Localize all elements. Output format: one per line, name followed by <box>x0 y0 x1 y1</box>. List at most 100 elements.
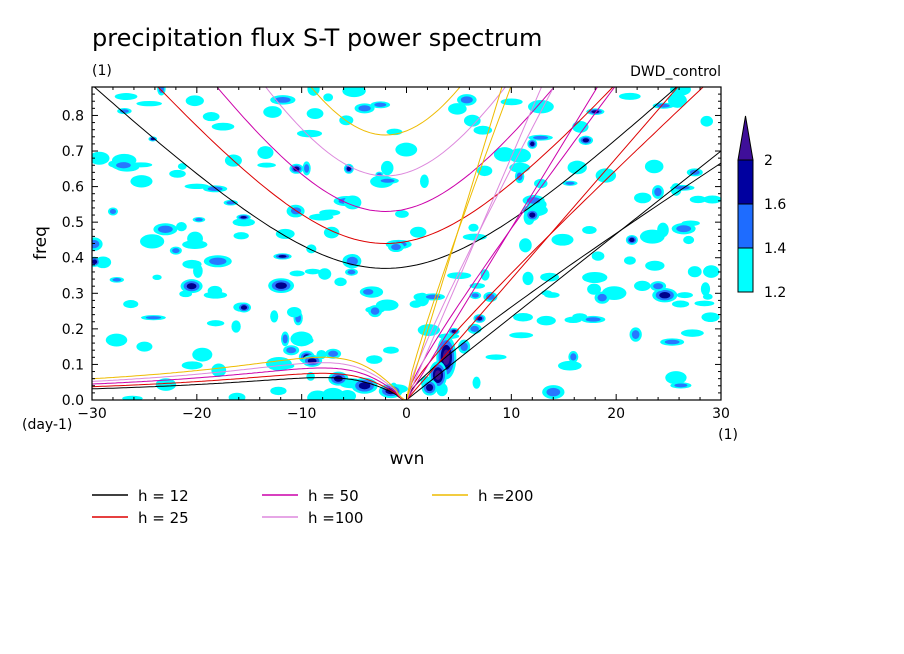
dispersion-curve <box>92 356 407 400</box>
power-contour <box>172 248 180 254</box>
colorbar-segment <box>737 159 754 205</box>
power-contour <box>676 225 692 233</box>
y-tick-label: 0.4 <box>62 251 84 267</box>
y-tick-label: 0.5 <box>62 215 84 231</box>
power-contour <box>119 109 129 113</box>
power-contour <box>513 312 533 322</box>
dispersion-curve <box>406 87 616 400</box>
x-tick-label: −10 <box>287 406 317 422</box>
power-contour <box>203 291 228 299</box>
y-tick-label: 0.8 <box>62 108 84 124</box>
power-contour <box>181 361 203 370</box>
power-contour <box>323 93 334 102</box>
power-contour <box>546 387 561 397</box>
y-tick-label: 0.0 <box>62 393 84 409</box>
power-contour <box>116 162 131 169</box>
dispersion-curves <box>92 87 721 400</box>
power-contours <box>92 87 721 400</box>
colorbar: 1.2 1.4 1.6 2 <box>737 115 786 301</box>
power-contour <box>207 186 223 191</box>
power-contour <box>447 272 472 279</box>
legend-label: h = 25 <box>138 509 189 527</box>
power-contour <box>185 95 204 107</box>
power-contour <box>533 135 549 140</box>
power-contour <box>634 192 652 204</box>
y-tick-label: 0.7 <box>62 144 84 160</box>
power-contour <box>289 270 305 277</box>
chart-title: precipitation flux S-T power spectrum <box>92 24 542 52</box>
power-contour <box>169 169 186 178</box>
y-unit-label: (day-1) <box>22 417 72 433</box>
power-contour <box>342 87 366 98</box>
run-label: DWD_control <box>630 64 721 80</box>
power-contour <box>140 234 165 249</box>
power-contour <box>419 174 429 189</box>
power-contour <box>485 354 507 360</box>
y-tick-label: 0.3 <box>62 286 84 302</box>
y-tick-label: 0.6 <box>62 180 84 196</box>
power-contour <box>346 166 352 172</box>
x-tick-label: 20 <box>607 406 625 422</box>
power-contour <box>409 226 427 238</box>
power-contour <box>470 325 479 332</box>
units-label: (1) <box>92 63 112 79</box>
dispersion-curve <box>406 87 598 400</box>
power-contour <box>232 218 255 227</box>
power-contour <box>572 120 589 133</box>
power-contour <box>202 111 220 122</box>
power-contour <box>644 159 664 174</box>
power-contour <box>182 240 208 249</box>
x-tick-label: −20 <box>182 406 212 422</box>
power-contour <box>296 129 323 138</box>
power-contour <box>618 92 641 100</box>
power-contour <box>307 358 317 364</box>
power-contour <box>694 300 715 307</box>
power-contour <box>656 103 670 108</box>
power-contour <box>565 181 575 185</box>
power-contour <box>105 333 128 347</box>
power-contour <box>582 272 608 284</box>
power-contour <box>209 257 227 265</box>
dispersion-curve <box>92 362 407 400</box>
power-contour <box>595 168 617 183</box>
power-contour <box>370 307 380 315</box>
dispersion-curve <box>406 150 721 400</box>
power-contour <box>460 342 468 351</box>
power-contour <box>624 256 636 265</box>
power-contour <box>306 108 324 120</box>
colorbar-label: 1.2 <box>764 285 786 301</box>
power-contour <box>343 195 362 210</box>
x-tick-label: 30 <box>712 406 730 422</box>
power-contour <box>286 306 302 318</box>
power-contour <box>114 93 138 101</box>
power-contour <box>544 292 560 298</box>
power-contour <box>130 175 153 188</box>
power-contour <box>257 162 276 168</box>
dispersion-curve <box>406 87 543 400</box>
power-contour <box>664 339 680 345</box>
legend-label: h = 12 <box>138 487 189 505</box>
power-contour <box>480 269 490 281</box>
power-contour <box>634 280 651 291</box>
dispersion-curve <box>93 87 678 269</box>
dispersion-curve <box>406 87 555 400</box>
power-contour <box>334 277 347 287</box>
power-contour <box>391 243 401 251</box>
power-contour <box>282 334 288 344</box>
power-contour <box>152 274 162 281</box>
colorbar-segment <box>737 203 754 249</box>
power-contour <box>240 215 247 219</box>
power-contour <box>687 266 702 278</box>
legend-label: h = 50 <box>308 487 359 505</box>
axis-ticks: −30 −20 −10 0 10 20 30 0.0 0.1 0.2 0.3 0.4 0.5 0.6 0.7… <box>62 87 730 422</box>
power-contour <box>347 269 356 275</box>
dispersion-curve <box>406 87 704 400</box>
power-contour <box>468 223 479 232</box>
dispersion-curve <box>216 87 555 213</box>
power-contour <box>540 272 560 282</box>
power-contour <box>231 320 241 333</box>
power-contour <box>275 282 287 289</box>
power-contour <box>136 100 162 107</box>
power-contour <box>680 329 704 337</box>
